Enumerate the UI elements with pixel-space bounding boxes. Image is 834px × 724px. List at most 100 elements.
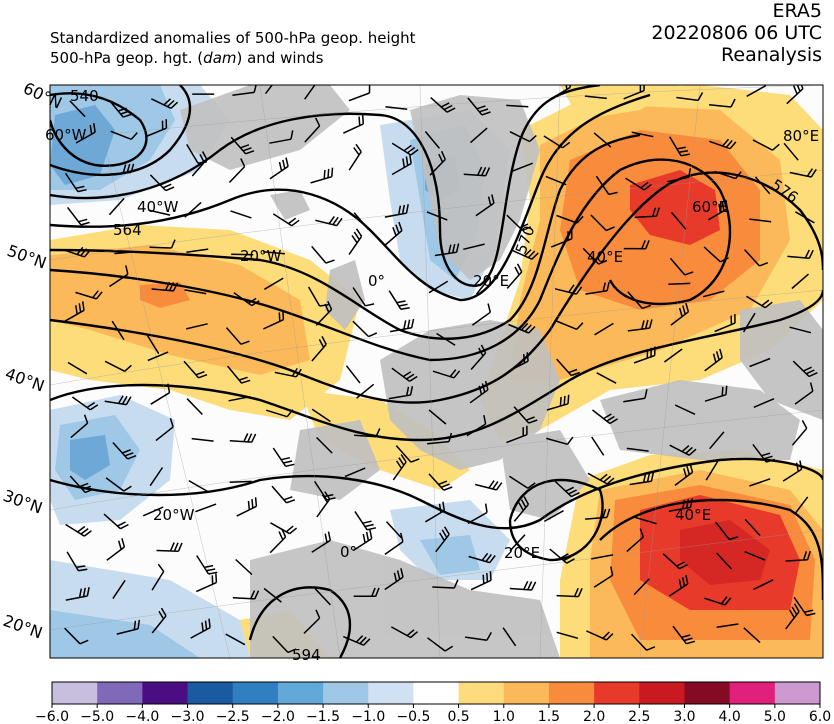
wind-barb bbox=[623, 240, 650, 250]
wind-barb bbox=[626, 528, 645, 553]
lon-label-80e: 80°E bbox=[783, 127, 819, 145]
map-frame bbox=[49, 84, 824, 659]
wind-barb bbox=[314, 588, 331, 606]
wind-barb bbox=[263, 310, 285, 330]
wind-barb bbox=[184, 201, 202, 218]
wind-barb bbox=[554, 480, 580, 498]
lon-label-40w: 40°W bbox=[137, 198, 179, 216]
wind-barb bbox=[556, 214, 584, 224]
wind-barb bbox=[592, 409, 618, 425]
wind-barb bbox=[703, 246, 729, 263]
wind-barb bbox=[315, 215, 343, 227]
wind-barb bbox=[714, 170, 742, 180]
wind-barb bbox=[704, 385, 728, 402]
wind-barb bbox=[66, 551, 88, 572]
wind-barb bbox=[148, 209, 171, 216]
wind-barb bbox=[791, 273, 809, 290]
wind-barb bbox=[513, 406, 538, 424]
wind-barb bbox=[264, 277, 284, 290]
wind-barb bbox=[114, 250, 137, 255]
wind-barb bbox=[470, 344, 487, 370]
wind-barb bbox=[749, 218, 772, 223]
wind-barb bbox=[670, 211, 687, 230]
lon-label-60e: 60°E bbox=[692, 198, 728, 216]
wind-barb bbox=[352, 287, 375, 307]
wind-barb bbox=[716, 623, 739, 628]
wind-barb bbox=[428, 409, 447, 425]
contour-594b bbox=[599, 498, 823, 601]
wind-barb bbox=[384, 532, 404, 556]
wind-barb bbox=[669, 136, 691, 157]
lon-labels: 60°W 40°W 20°W 0° 20°E 40°E 60°E 80°E 20… bbox=[45, 126, 819, 562]
wind-barb bbox=[236, 497, 258, 517]
wind-barb bbox=[625, 177, 652, 191]
wind-barb bbox=[274, 367, 302, 378]
wind-barb bbox=[303, 609, 321, 635]
colorbar-tick-label: −1.5 bbox=[306, 709, 340, 724]
wind-barb bbox=[596, 372, 617, 384]
wind-barb bbox=[744, 518, 761, 537]
wind-barb bbox=[674, 463, 694, 487]
colorbar-tick-label: −5.0 bbox=[80, 709, 114, 724]
colorbar-tick-label: 4.0 bbox=[719, 709, 741, 724]
lon-label-60w: 60°W bbox=[45, 126, 87, 144]
map-info: ERA5 20220806 06 UTC Reanalysis bbox=[651, 0, 822, 66]
colorbar-tick-label: 2.0 bbox=[583, 709, 605, 724]
wind-barb bbox=[354, 428, 381, 438]
wind-barb bbox=[235, 558, 253, 576]
wind-barb bbox=[428, 473, 453, 491]
wind-barb bbox=[272, 447, 295, 468]
wind-barb bbox=[668, 498, 694, 512]
wind-barb bbox=[151, 563, 165, 591]
wind-barb bbox=[554, 284, 583, 295]
wind-barb bbox=[388, 290, 410, 311]
colorbar-tick-label: −2.0 bbox=[261, 709, 295, 724]
wind-barb bbox=[108, 99, 132, 118]
wind-barb bbox=[584, 95, 607, 100]
wind-barb bbox=[272, 213, 300, 227]
wind-barb bbox=[70, 414, 89, 439]
wind-barb bbox=[714, 314, 736, 333]
height-contours bbox=[50, 85, 823, 658]
wind-barb bbox=[64, 301, 85, 322]
wind-barb bbox=[428, 280, 449, 294]
wind-barb bbox=[506, 104, 529, 108]
wind-barb bbox=[384, 204, 409, 218]
colorbar-swatch bbox=[458, 682, 505, 704]
colorbar-tick-label: 3.0 bbox=[673, 709, 695, 724]
wind-barb bbox=[470, 127, 488, 144]
wind-barb bbox=[789, 326, 812, 334]
wind-barb bbox=[754, 176, 771, 195]
lon-label-40e-south: 40°E bbox=[675, 506, 711, 524]
wind-barb bbox=[149, 467, 164, 487]
wind-barb bbox=[227, 365, 251, 384]
wind-barb bbox=[593, 132, 612, 148]
wind-barb bbox=[705, 461, 719, 481]
wind-barb bbox=[67, 361, 88, 375]
wind-barbs bbox=[63, 85, 818, 654]
wind-barb bbox=[556, 631, 579, 640]
wind-barb bbox=[352, 320, 378, 338]
wind-barb bbox=[232, 590, 260, 600]
wind-barb bbox=[475, 480, 503, 491]
wind-barb bbox=[463, 243, 485, 251]
colorbar-tick-label: 5.0 bbox=[764, 709, 786, 724]
wind-barb bbox=[466, 414, 487, 437]
wind-barb bbox=[585, 508, 611, 520]
wind-barb bbox=[69, 475, 94, 494]
wind-barb bbox=[146, 334, 160, 355]
wind-barb bbox=[316, 491, 331, 518]
colorbar-swatch bbox=[503, 682, 550, 704]
wind-barb bbox=[629, 472, 655, 486]
wind-barb bbox=[425, 501, 446, 523]
wind-barb bbox=[475, 276, 491, 295]
wind-barb bbox=[704, 348, 723, 372]
product-label: Reanalysis bbox=[721, 44, 822, 66]
lat-label-50n: 50°N bbox=[5, 241, 49, 273]
wind-barb bbox=[511, 249, 539, 260]
wind-barb bbox=[464, 632, 492, 641]
land-scandinavia bbox=[410, 95, 540, 280]
wind-barb bbox=[432, 369, 461, 379]
wind-barb bbox=[511, 162, 533, 172]
